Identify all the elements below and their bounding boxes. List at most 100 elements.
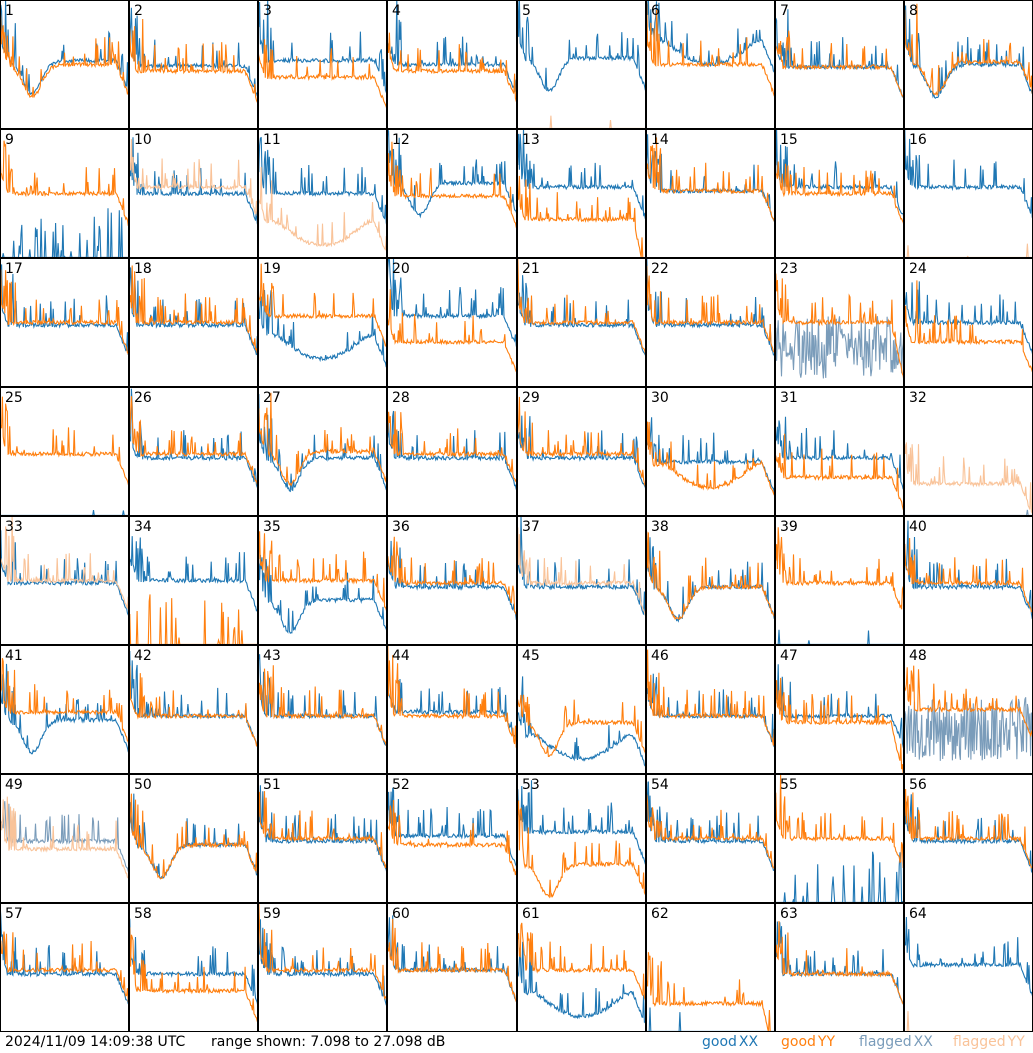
panel-58-yy-trace bbox=[129, 927, 258, 1022]
panel-13-yy-trace bbox=[517, 151, 646, 258]
panel-56-xx-trace bbox=[904, 794, 1033, 875]
panel-36-frame bbox=[387, 516, 517, 645]
panel-12-label: 12 bbox=[392, 132, 410, 148]
panel-21-label: 21 bbox=[522, 261, 540, 277]
panel-22-frame bbox=[646, 258, 775, 387]
panel-1-label: 1 bbox=[5, 3, 14, 19]
panel-2-frame bbox=[129, 0, 258, 129]
panel-45-plot bbox=[517, 676, 646, 767]
legend-good-yy-pol: YY bbox=[817, 1034, 836, 1050]
panel-42-plot bbox=[129, 650, 258, 748]
panel-62: 62 bbox=[646, 903, 775, 1032]
panel-7: 7 bbox=[775, 0, 904, 129]
panel-46-label: 46 bbox=[651, 648, 669, 664]
panel-36-xx-trace bbox=[387, 540, 517, 621]
panel-4-plot bbox=[387, 0, 517, 102]
panel-6-plot bbox=[646, 0, 775, 98]
panel-39-label: 39 bbox=[780, 519, 798, 535]
panel-62-plot bbox=[646, 952, 775, 1032]
panel-11-label: 11 bbox=[263, 132, 281, 148]
legend-flagged-yy: flagged YY bbox=[953, 1034, 1025, 1050]
panel-42-frame bbox=[129, 645, 258, 774]
panel-20-frame bbox=[387, 258, 517, 387]
panel-32-plot bbox=[904, 442, 1033, 516]
legend-good-yy: good YY bbox=[781, 1034, 835, 1050]
panel-22-xx-trace bbox=[646, 258, 775, 359]
panel-61-label: 61 bbox=[522, 906, 540, 922]
panel-27-plot bbox=[258, 392, 387, 493]
panel-58-label: 58 bbox=[134, 906, 152, 922]
panel-44-xx-trace bbox=[387, 678, 517, 743]
panel-5-label: 5 bbox=[522, 3, 531, 19]
panel-58-frame bbox=[129, 903, 258, 1032]
panel-34-plot bbox=[129, 536, 258, 645]
panel-34-xx-trace bbox=[129, 536, 258, 612]
panel-15: 15 bbox=[775, 129, 904, 258]
panel-57-plot bbox=[0, 903, 129, 1006]
panel-43-xx-trace bbox=[258, 654, 387, 747]
panel-55-frame bbox=[775, 774, 904, 903]
panel-31-yy-trace bbox=[775, 433, 904, 512]
panel-48-label: 48 bbox=[909, 648, 927, 664]
panel-15-frame bbox=[775, 129, 904, 258]
panel-30-xx-trace bbox=[646, 417, 775, 496]
panel-21: 21 bbox=[517, 258, 646, 387]
panel-37-yy-trace bbox=[517, 527, 646, 616]
panel-13-plot bbox=[517, 129, 646, 258]
panel-45-label: 45 bbox=[522, 648, 540, 664]
panel-6-yy-trace bbox=[646, 2, 775, 98]
panel-34-frame bbox=[129, 516, 258, 645]
panel-11-xx-trace bbox=[258, 136, 387, 228]
panel-48: 48 bbox=[904, 645, 1033, 774]
panel-19-plot bbox=[258, 263, 387, 368]
panel-16-frame bbox=[904, 129, 1033, 258]
legend-flagged-xx-word: flagged bbox=[859, 1034, 912, 1050]
panel-32: 32 bbox=[904, 387, 1033, 516]
panel-57-frame bbox=[0, 903, 129, 1032]
legend-good-xx-word: good bbox=[702, 1034, 737, 1050]
panel-33-frame bbox=[0, 516, 129, 645]
panel-46-yy-trace bbox=[646, 649, 775, 746]
panel-26-plot bbox=[129, 388, 258, 489]
panel-8-yy-trace bbox=[904, 3, 1033, 97]
panel-57-label: 57 bbox=[5, 906, 23, 922]
panel-38: 38 bbox=[646, 516, 775, 645]
panel-52: 52 bbox=[387, 774, 517, 903]
panel-64-yy-trace bbox=[904, 1011, 1033, 1032]
footer: 2024/11/09 14:09:38 UTC range shown: 7.0… bbox=[0, 1032, 1033, 1053]
panel-55: 55 bbox=[775, 774, 904, 903]
panel-39-plot bbox=[775, 527, 904, 645]
panel-21-xx-trace bbox=[517, 275, 646, 357]
panel-24-plot bbox=[904, 280, 1033, 374]
panel-53-frame bbox=[517, 774, 646, 903]
panel-52-xx-trace bbox=[387, 774, 517, 867]
panel-4-frame bbox=[387, 0, 517, 129]
panel-60-xx-trace bbox=[387, 915, 517, 1003]
panel-26-xx-trace bbox=[129, 388, 258, 489]
panel-24-label: 24 bbox=[909, 261, 927, 277]
panel-15-label: 15 bbox=[780, 132, 798, 148]
legend-good-xx: good XX bbox=[702, 1034, 758, 1050]
panel-44-plot bbox=[387, 645, 517, 750]
panel-48-plot bbox=[904, 665, 1033, 761]
panel-49-yy-trace bbox=[0, 796, 129, 882]
panel-22-plot bbox=[646, 258, 775, 359]
panel-7-frame bbox=[775, 0, 904, 129]
panel-35-yy-trace bbox=[258, 531, 387, 613]
panel-5: 5 bbox=[517, 0, 646, 129]
panel-53-yy-trace bbox=[517, 799, 646, 899]
panel-22-yy-trace bbox=[646, 265, 775, 355]
panel-21-plot bbox=[517, 258, 646, 357]
panel-61-plot bbox=[517, 922, 646, 1026]
panel-61-frame bbox=[517, 903, 646, 1032]
panel-56-yy-trace bbox=[904, 788, 1033, 870]
panel-18-plot bbox=[129, 258, 258, 358]
legend-flagged-yy-word: flagged bbox=[953, 1034, 1006, 1050]
panel-56-label: 56 bbox=[909, 777, 927, 793]
panel-40-label: 40 bbox=[909, 519, 927, 535]
panel-43: 43 bbox=[258, 645, 387, 774]
panel-44: 44 bbox=[387, 645, 517, 774]
panel-61-yy-trace bbox=[517, 922, 646, 1004]
panel-35-label: 35 bbox=[263, 519, 281, 535]
panel-31-xx-trace bbox=[775, 414, 904, 490]
